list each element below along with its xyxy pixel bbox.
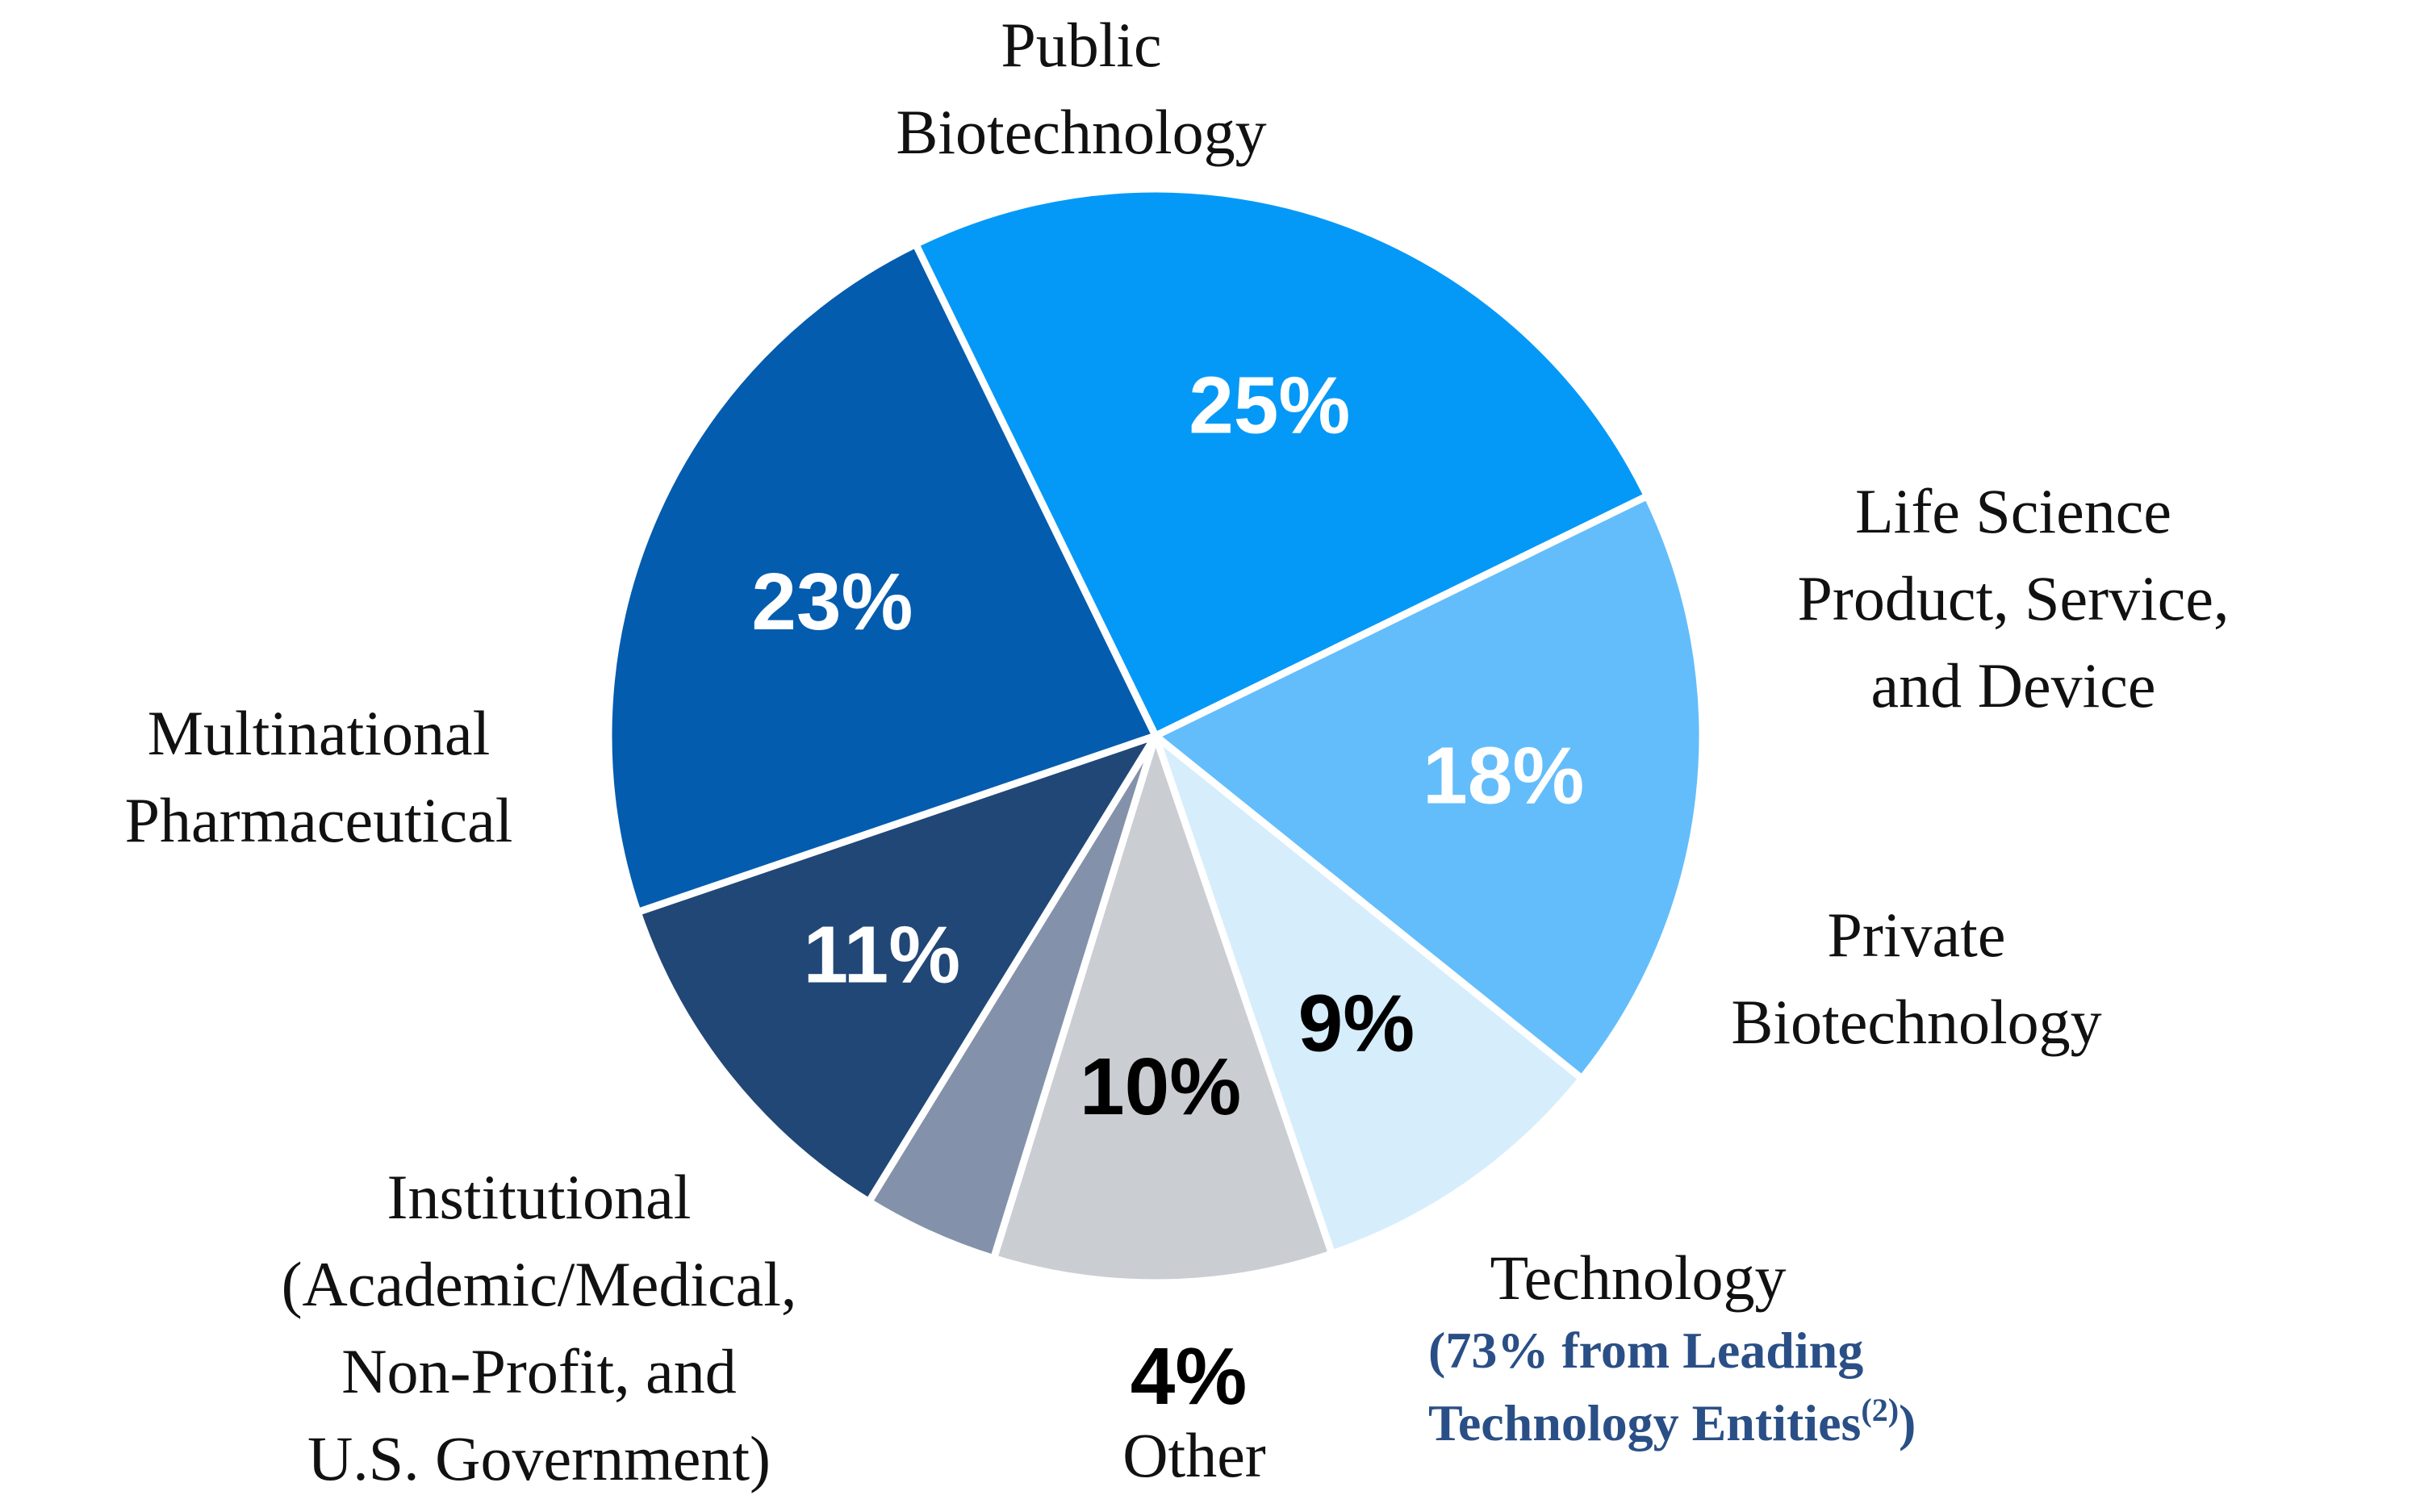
pie-slice-category-label-4: Other	[1122, 1420, 1266, 1490]
category-label-line: and Device	[1871, 650, 2156, 720]
pie-slice-value-label-0: 25%	[1189, 361, 1350, 451]
category-label-line: Institutional	[387, 1162, 692, 1232]
technology-annotation-close: )	[1899, 1394, 1916, 1451]
category-labels: Public Biotechnology Life Science Product, …	[125, 10, 2230, 1493]
percentage-labels: 25% 18% 9% 10% 4% 11% 23%	[751, 361, 1584, 1422]
category-label-line: Public	[1001, 10, 1161, 80]
pie-slice-category-label-3: Technology	[1490, 1243, 1786, 1313]
technology-annotation-line1: (73% from Leading	[1428, 1322, 1863, 1379]
category-label-line: Technology	[1490, 1243, 1786, 1313]
pie-slice-value-label-3: 10%	[1080, 1042, 1241, 1132]
category-label-line: (Academic/Medical,	[282, 1249, 797, 1319]
category-label-line: Biotechnology	[1731, 987, 2101, 1057]
category-label-line: Other	[1122, 1420, 1266, 1490]
technology-annotation-line2: Technology Entities	[1428, 1394, 1861, 1451]
pie-slice-1	[1151, 492, 1707, 1083]
pie-slice-6	[604, 240, 1160, 916]
pie-slice-5	[633, 732, 1160, 1205]
pie-slice-2	[1151, 732, 1586, 1258]
pie-slice-value-label-1: 18%	[1423, 730, 1584, 821]
pie-slice-category-label-1: Life Science Product, Service, and Device	[1797, 476, 2229, 720]
pie-slice-category-label-2: Private Biotechnology	[1731, 900, 2101, 1057]
technology-annotation-footnote: (2)	[1861, 1392, 1899, 1428]
category-label-line: Pharmaceutical	[125, 785, 513, 855]
pie-slice-category-label-5: Institutional (Academic/Medical, Non-Profi…	[282, 1162, 797, 1493]
category-label-line: Life Science	[1855, 476, 2171, 546]
pie-slice-value-label-6: 23%	[751, 557, 913, 647]
category-label-line: Non-Profit, and	[341, 1336, 737, 1406]
pie-slice-0	[912, 185, 1651, 740]
pie-slice-value-label-5: 11%	[804, 910, 961, 1000]
category-label-line: Product, Service,	[1797, 563, 2229, 633]
category-label-line: Private	[1828, 900, 2006, 970]
pie-slices	[604, 185, 1707, 1287]
pie-slice-value-label-4: 4%	[1131, 1331, 1248, 1422]
technology-annotation: (73% from Leading Technology Entities(2)…	[1428, 1322, 1916, 1451]
pie-slice-category-label-6: Multinational Pharmaceutical	[125, 698, 513, 855]
pie-slice-3	[990, 732, 1335, 1287]
category-label-line: Multinational	[148, 698, 491, 768]
pie-slice-category-label-0: Public Biotechnology	[896, 10, 1266, 167]
pie-slice-value-label-2: 9%	[1298, 978, 1415, 1068]
category-label-line: Biotechnology	[896, 97, 1266, 167]
category-label-line: U.S. Government)	[307, 1423, 771, 1493]
